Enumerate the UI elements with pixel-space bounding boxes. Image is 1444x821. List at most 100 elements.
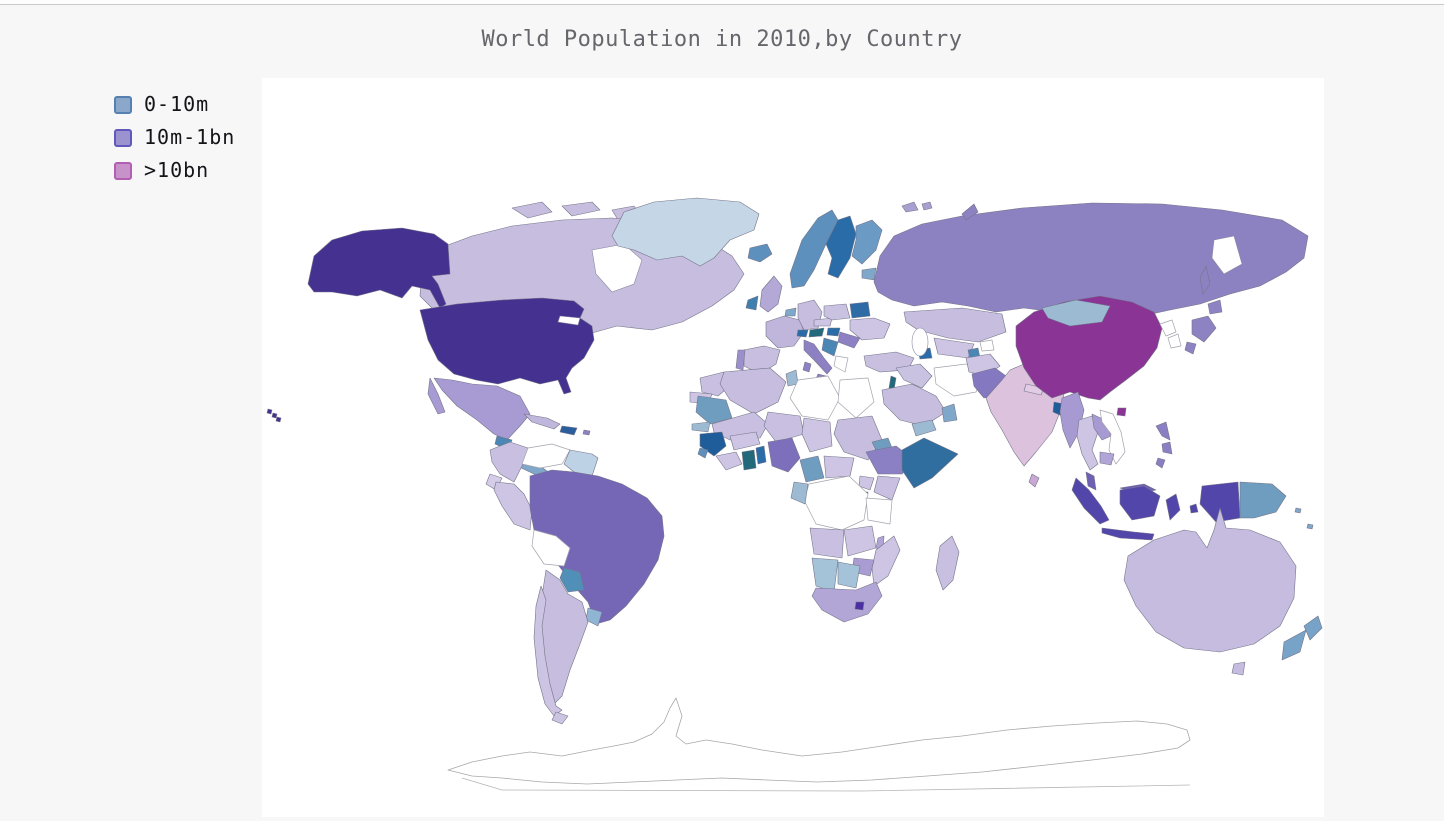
country-myanmar[interactable] — [1059, 391, 1085, 449]
country-australia[interactable] — [1123, 507, 1297, 653]
country-france[interactable] — [765, 315, 805, 349]
country-saudi-arabia[interactable] — [881, 383, 947, 427]
country-benelux[interactable] — [784, 307, 797, 317]
country-chile[interactable] — [533, 585, 563, 717]
country-greenland[interactable] — [611, 197, 760, 267]
country-uk[interactable] — [759, 275, 783, 313]
country-japan-honshu[interactable] — [1191, 315, 1217, 343]
country-belarus[interactable] — [849, 301, 871, 319]
country-china-hainan[interactable] — [1116, 407, 1127, 417]
country-mozambique[interactable] — [871, 535, 901, 587]
country-kenya[interactable] — [873, 475, 901, 501]
country-poland[interactable] — [823, 303, 851, 321]
country-gabon-congo[interactable] — [790, 481, 809, 505]
country-liberia-ivory-coast[interactable] — [715, 451, 743, 471]
country-oman[interactable] — [941, 403, 958, 423]
country-bolivia[interactable] — [531, 529, 571, 567]
country-russia-novaya-zemlya[interactable] — [961, 203, 979, 221]
country-uruguay[interactable] — [585, 607, 603, 627]
country-indonesia-papua[interactable] — [1199, 481, 1241, 523]
country-south-korea[interactable] — [1167, 333, 1182, 349]
country-egypt[interactable] — [837, 377, 875, 419]
country-sierra-leone[interactable] — [697, 447, 709, 459]
country-uzbekistan[interactable] — [933, 337, 975, 359]
country-peru[interactable] — [493, 481, 533, 531]
country-cambodia[interactable] — [1099, 451, 1115, 466]
country-baltics[interactable] — [861, 267, 877, 281]
country-botswana[interactable] — [837, 561, 861, 589]
country-sudan[interactable] — [833, 415, 883, 461]
country-indonesia-sulawesi[interactable] — [1165, 493, 1181, 521]
country-cuba[interactable] — [523, 413, 561, 430]
country-portugal[interactable] — [735, 349, 746, 371]
country-yemen[interactable] — [911, 419, 937, 437]
country-zambia[interactable] — [843, 525, 877, 557]
country-tanzania[interactable] — [865, 497, 893, 525]
country-japan-hokkaido[interactable] — [1207, 299, 1223, 315]
country-nigeria[interactable] — [767, 437, 801, 473]
country-tierra-del-fuego[interactable] — [551, 711, 569, 725]
country-usa-mainland[interactable] — [419, 297, 595, 395]
country-dr-congo[interactable] — [803, 475, 869, 531]
country-libya[interactable] — [789, 375, 841, 421]
country-madagascar[interactable] — [935, 535, 960, 591]
country-kyrgyzstan[interactable] — [979, 339, 995, 352]
country-indonesia-moluccas[interactable] — [1189, 503, 1199, 514]
country-lesotho[interactable] — [854, 601, 865, 611]
country-benin-togo[interactable] — [755, 445, 767, 465]
country-sweden[interactable] — [825, 215, 857, 279]
country-malaysia-peninsula[interactable] — [1085, 471, 1097, 491]
country-usa-hawaii-1[interactable] — [266, 408, 273, 415]
country-usa-alaska[interactable] — [307, 227, 451, 309]
country-ireland[interactable] — [745, 295, 759, 311]
country-vietnam[interactable] — [1099, 409, 1126, 465]
country-czech-slovakia[interactable] — [813, 317, 833, 327]
country-romania[interactable] — [837, 331, 861, 349]
country-hungary[interactable] — [826, 327, 841, 337]
country-philippines[interactable] — [1155, 421, 1173, 469]
legend-item-10m-1bn[interactable]: 10m-1bn — [114, 127, 235, 148]
country-north-korea[interactable] — [1159, 319, 1177, 337]
country-angola[interactable] — [809, 527, 845, 559]
country-switzerland[interactable] — [796, 329, 809, 338]
country-chad[interactable] — [801, 417, 833, 453]
country-greece[interactable] — [833, 355, 849, 373]
country-syria-iraq[interactable] — [895, 363, 933, 389]
country-new-zealand-north[interactable] — [1303, 615, 1323, 641]
country-mauritania[interactable] — [695, 395, 733, 425]
country-italy[interactable] — [802, 339, 833, 382]
country-colombia[interactable] — [489, 441, 529, 483]
country-new-zealand-south[interactable] — [1281, 629, 1307, 661]
country-mexico[interactable] — [427, 377, 531, 441]
country-somalia[interactable] — [901, 437, 959, 489]
country-paraguay[interactable] — [559, 567, 585, 593]
country-iceland[interactable] — [747, 243, 773, 263]
country-mongolia[interactable] — [1041, 299, 1111, 327]
country-russia[interactable] — [873, 202, 1309, 317]
country-australia-tasmania[interactable] — [1231, 661, 1246, 676]
country-ghana[interactable] — [741, 449, 757, 471]
country-canada-arctic-1[interactable] — [511, 201, 553, 219]
country-namibia[interactable] — [811, 557, 839, 593]
country-antarctica[interactable] — [447, 697, 1191, 785]
country-kazakhstan[interactable] — [903, 307, 1007, 343]
country-canada-arctic-2[interactable] — [561, 201, 601, 217]
country-cameroon[interactable] — [799, 455, 825, 483]
country-spain[interactable] — [743, 345, 781, 375]
country-niger[interactable] — [763, 411, 805, 443]
country-finland[interactable] — [851, 219, 883, 265]
country-indonesia-borneo[interactable] — [1119, 485, 1161, 521]
country-austria[interactable] — [808, 327, 825, 338]
country-usa-hawaii-2[interactable] — [271, 412, 278, 419]
country-indonesia-sumatra[interactable] — [1071, 477, 1110, 525]
country-balkans[interactable] — [821, 337, 839, 357]
country-burkina-faso[interactable] — [729, 431, 761, 451]
country-haiti[interactable] — [559, 425, 578, 436]
country-puerto-rico[interactable] — [582, 429, 591, 436]
country-algeria[interactable] — [719, 367, 787, 415]
country-sri-lanka[interactable] — [1028, 473, 1040, 488]
country-svalbard[interactable] — [901, 201, 933, 213]
legend-item-0-10m[interactable]: 0-10m — [114, 94, 235, 115]
country-indonesia-java[interactable] — [1101, 527, 1155, 541]
country-ukraine[interactable] — [849, 317, 891, 341]
